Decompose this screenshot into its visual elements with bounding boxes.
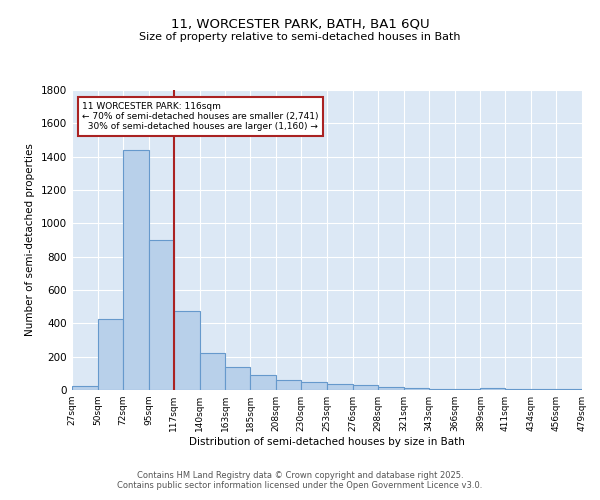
Bar [327,384,353,390]
Bar [481,388,505,390]
Bar [123,150,149,390]
Bar [505,389,531,390]
Bar [378,386,404,390]
Text: 11 WORCESTER PARK: 116sqm
← 70% of semi-detached houses are smaller (2,741)
  30: 11 WORCESTER PARK: 116sqm ← 70% of semi-… [82,102,319,132]
Bar [72,386,98,390]
Text: 11, WORCESTER PARK, BATH, BA1 6QU: 11, WORCESTER PARK, BATH, BA1 6QU [170,18,430,30]
Bar [98,319,123,390]
Bar [226,366,250,390]
Bar [149,240,173,390]
Bar [301,382,327,390]
Y-axis label: Number of semi-detached properties: Number of semi-detached properties [25,144,35,336]
Bar [404,388,428,390]
X-axis label: Distribution of semi-detached houses by size in Bath: Distribution of semi-detached houses by … [189,437,465,447]
Bar [428,388,455,390]
Bar [276,380,301,390]
Bar [200,354,226,390]
Bar [173,311,199,390]
Bar [353,385,378,390]
Bar [250,375,276,390]
Text: Size of property relative to semi-detached houses in Bath: Size of property relative to semi-detach… [139,32,461,42]
Text: Contains HM Land Registry data © Crown copyright and database right 2025.
Contai: Contains HM Land Registry data © Crown c… [118,470,482,490]
